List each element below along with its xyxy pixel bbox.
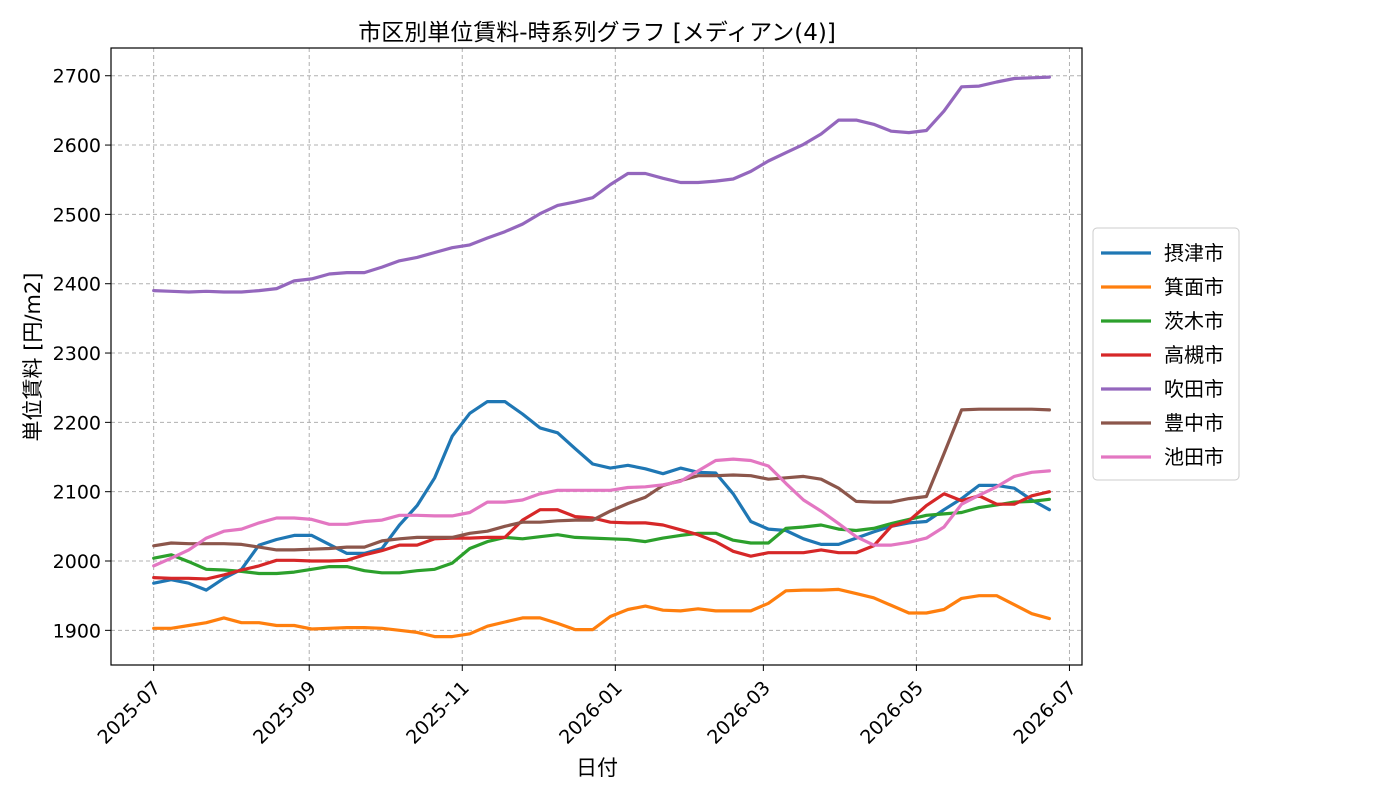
- series-line-5: [152, 75, 1052, 294]
- series-line-7: [152, 457, 1052, 568]
- y-tick-label: 2700: [53, 66, 101, 88]
- plot-frame: [110, 47, 1083, 666]
- series-line-4: [152, 490, 1052, 581]
- y-axis-ticks: 1900 2000 2100 2200 2300 2400 2500 2600 2700: [53, 66, 111, 642]
- legend-label: 豊中市: [1164, 411, 1224, 435]
- y-tick-label: 2300: [53, 343, 101, 365]
- legend-label: 池田市: [1164, 445, 1224, 469]
- y-tick-label: 2000: [53, 551, 101, 573]
- y-tick-label: 2200: [53, 412, 101, 434]
- legend-label: 茨木市: [1164, 309, 1224, 333]
- chart-title: 市区別単位賃料-時系列グラフ [メディアン(4)]: [358, 20, 836, 46]
- series-lines: [152, 75, 1052, 639]
- y-tick-label: 2600: [53, 135, 101, 157]
- series-line-6: [152, 407, 1052, 552]
- y-tick-label: 1900: [53, 620, 101, 642]
- legend-label: 高槻市: [1164, 343, 1224, 367]
- legend-label: 箕面市: [1164, 275, 1224, 299]
- y-tick-label: 2400: [53, 274, 101, 296]
- y-tick-label: 2500: [53, 204, 101, 226]
- legend-label: 摂津市: [1164, 241, 1224, 265]
- series-line-2: [152, 587, 1052, 639]
- legend-label: 吹田市: [1164, 377, 1224, 401]
- y-axis-label: 単位賃料 [円/m2]: [21, 273, 45, 442]
- series-line-3: [152, 497, 1052, 576]
- x-axis-label: 日付: [576, 756, 618, 780]
- y-tick-label: 2100: [53, 482, 101, 504]
- legend-box: [1092, 227, 1240, 481]
